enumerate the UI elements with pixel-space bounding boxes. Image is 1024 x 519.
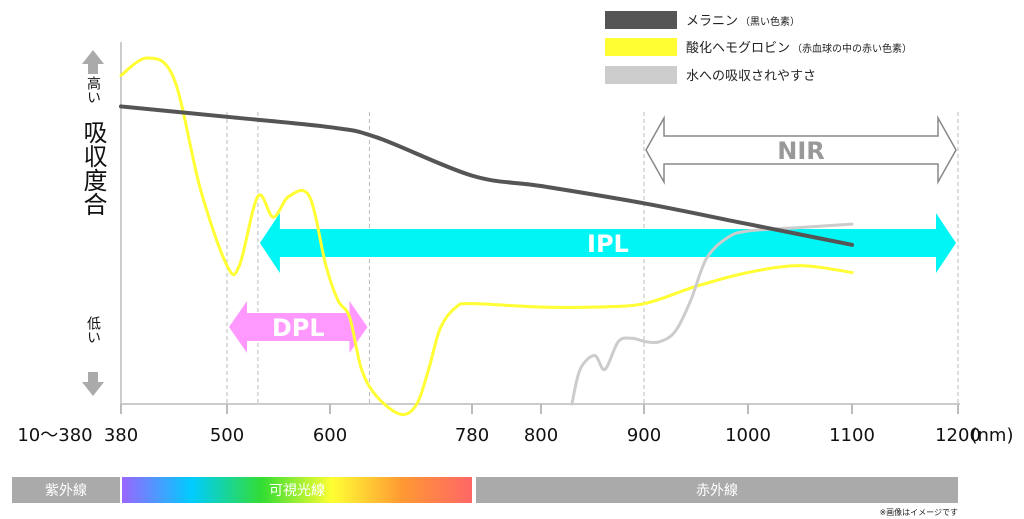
x-tick-labels: 380 500 600 780 800 900 1000 1100 1200 10〜380 (nm) [17, 425, 1013, 446]
disclaimer-note: ※画像はイメージです [879, 507, 958, 517]
y-high-label: 高い [85, 75, 101, 104]
legend-swatch-water [605, 66, 677, 84]
spectrum-band [12, 477, 120, 503]
x-unit-label: (nm) [971, 425, 1014, 446]
legend-label: メラニン （黒い色素） [686, 14, 800, 29]
spectrum-band [122, 477, 472, 503]
melanin-line [119, 104, 854, 247]
legend-swatch-melanin [605, 11, 677, 29]
y-arrow-down-icon [82, 372, 104, 396]
oxyhemoglobin-line [119, 56, 854, 417]
x-tick-label: 900 [627, 425, 661, 446]
x-tick-label: 380 [104, 425, 138, 446]
legend: メラニン （黒い色素） 酸化ヘモグロビン （赤血球の中の赤い色素） 水への吸収されやすさ [605, 11, 912, 84]
y-axis-title: 吸収度合 [79, 120, 107, 216]
spectrum-bands: 紫外線 可視光線 赤外線 [12, 477, 958, 503]
x-tick-label: 500 [210, 425, 244, 446]
x-tick-marks [120, 404, 959, 414]
nir-range-arrow [645, 115, 957, 185]
legend-label: 酸化ヘモグロビン （赤血球の中の赤い色素） [686, 41, 912, 56]
dpl-label: DPL [272, 314, 325, 342]
spectrum-band [476, 477, 958, 503]
nir-label: NIR [777, 137, 825, 165]
x-tick-label: 1200 [935, 425, 981, 446]
x-tick-label: 1000 [725, 425, 771, 446]
legend-label: 水への吸収されやすさ [686, 69, 816, 84]
water-absorption-line [570, 222, 854, 406]
x-tick-label: 800 [524, 425, 558, 446]
spectrum-band-label: 可視光線 [269, 483, 325, 499]
ipl-label: IPL [587, 230, 629, 258]
x-first-tick-label: 10〜380 [17, 425, 92, 446]
legend-swatch-hemoglobin [605, 38, 677, 56]
spectrum-band-label: 紫外線 [45, 483, 87, 499]
x-tick-label: 780 [455, 425, 489, 446]
series-lines [119, 56, 854, 417]
ipl-range-arrow [259, 213, 956, 273]
dpl-range-arrow [229, 301, 368, 353]
y-low-label: 低い [85, 316, 101, 344]
spectrum-band-label: 赤外線 [696, 483, 738, 499]
y-arrow-up-icon [82, 50, 104, 74]
x-tick-label: 600 [313, 425, 347, 446]
wavelength-ranges: DPL IPL NIR [229, 115, 957, 353]
x-tick-label: 1100 [829, 425, 875, 446]
